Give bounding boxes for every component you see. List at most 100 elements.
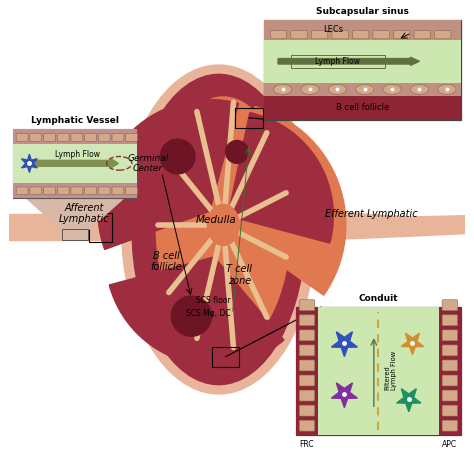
FancyBboxPatch shape bbox=[13, 129, 137, 144]
FancyBboxPatch shape bbox=[299, 420, 315, 431]
FancyBboxPatch shape bbox=[98, 134, 110, 141]
Polygon shape bbox=[331, 383, 357, 408]
FancyBboxPatch shape bbox=[16, 134, 28, 141]
FancyBboxPatch shape bbox=[299, 375, 315, 386]
FancyBboxPatch shape bbox=[435, 31, 451, 39]
Text: Afferent
Lymphatic: Afferent Lymphatic bbox=[59, 203, 109, 224]
FancyBboxPatch shape bbox=[299, 345, 315, 356]
FancyBboxPatch shape bbox=[442, 405, 457, 416]
Ellipse shape bbox=[156, 97, 291, 353]
Polygon shape bbox=[26, 197, 124, 230]
FancyBboxPatch shape bbox=[126, 134, 137, 141]
Text: SCS floor: SCS floor bbox=[196, 296, 230, 305]
FancyBboxPatch shape bbox=[71, 134, 83, 141]
Ellipse shape bbox=[301, 84, 319, 95]
FancyBboxPatch shape bbox=[13, 144, 137, 183]
Text: Filtered
Lymph Flow: Filtered Lymph Flow bbox=[384, 352, 397, 391]
Text: B cell
follicle: B cell follicle bbox=[150, 251, 182, 272]
FancyArrow shape bbox=[34, 159, 118, 168]
FancyBboxPatch shape bbox=[439, 307, 461, 435]
Polygon shape bbox=[401, 333, 424, 355]
FancyBboxPatch shape bbox=[442, 375, 457, 386]
FancyBboxPatch shape bbox=[62, 229, 88, 240]
FancyBboxPatch shape bbox=[13, 183, 137, 197]
Ellipse shape bbox=[438, 84, 456, 95]
Ellipse shape bbox=[328, 84, 346, 95]
FancyBboxPatch shape bbox=[71, 187, 83, 195]
Text: APC: APC bbox=[442, 440, 457, 449]
FancyBboxPatch shape bbox=[264, 20, 461, 40]
Ellipse shape bbox=[171, 296, 211, 336]
Text: Germinal
Center: Germinal Center bbox=[128, 154, 169, 173]
Polygon shape bbox=[331, 332, 357, 357]
Ellipse shape bbox=[122, 65, 316, 394]
Wedge shape bbox=[223, 106, 346, 295]
Wedge shape bbox=[228, 112, 333, 243]
FancyBboxPatch shape bbox=[373, 31, 389, 39]
FancyBboxPatch shape bbox=[30, 187, 42, 195]
FancyArrow shape bbox=[278, 57, 419, 65]
FancyBboxPatch shape bbox=[442, 360, 457, 371]
Text: FRC: FRC bbox=[300, 440, 314, 449]
FancyBboxPatch shape bbox=[98, 187, 110, 195]
FancyBboxPatch shape bbox=[264, 40, 461, 83]
FancyBboxPatch shape bbox=[44, 187, 55, 195]
Text: SCS Mφ, DC: SCS Mφ, DC bbox=[185, 309, 230, 319]
FancyBboxPatch shape bbox=[442, 300, 457, 311]
FancyBboxPatch shape bbox=[299, 360, 315, 371]
FancyBboxPatch shape bbox=[85, 134, 97, 141]
Text: T cell
zone: T cell zone bbox=[226, 264, 252, 286]
Polygon shape bbox=[397, 389, 421, 412]
Polygon shape bbox=[306, 213, 465, 239]
FancyBboxPatch shape bbox=[442, 420, 457, 431]
FancyBboxPatch shape bbox=[318, 307, 439, 435]
FancyBboxPatch shape bbox=[112, 187, 124, 195]
FancyBboxPatch shape bbox=[442, 345, 457, 356]
Polygon shape bbox=[21, 154, 37, 173]
FancyBboxPatch shape bbox=[57, 187, 69, 195]
FancyBboxPatch shape bbox=[126, 187, 137, 195]
FancyBboxPatch shape bbox=[442, 330, 457, 341]
Wedge shape bbox=[98, 100, 238, 249]
FancyBboxPatch shape bbox=[270, 31, 287, 39]
Ellipse shape bbox=[383, 84, 401, 95]
FancyBboxPatch shape bbox=[299, 315, 315, 326]
Ellipse shape bbox=[207, 204, 239, 246]
FancyBboxPatch shape bbox=[299, 330, 315, 341]
FancyBboxPatch shape bbox=[299, 390, 315, 401]
FancyBboxPatch shape bbox=[264, 96, 461, 120]
Text: LECs: LECs bbox=[323, 25, 343, 34]
FancyBboxPatch shape bbox=[442, 390, 457, 401]
Polygon shape bbox=[9, 214, 131, 240]
FancyBboxPatch shape bbox=[44, 134, 55, 141]
Text: Conduit: Conduit bbox=[359, 294, 398, 303]
FancyBboxPatch shape bbox=[353, 31, 369, 39]
FancyBboxPatch shape bbox=[112, 134, 124, 141]
FancyBboxPatch shape bbox=[311, 31, 328, 39]
Text: B cell follicle: B cell follicle bbox=[336, 103, 389, 112]
FancyBboxPatch shape bbox=[264, 20, 461, 120]
FancyBboxPatch shape bbox=[85, 187, 97, 195]
Text: Lymph Flow: Lymph Flow bbox=[55, 150, 100, 159]
FancyBboxPatch shape bbox=[299, 405, 315, 416]
FancyBboxPatch shape bbox=[296, 307, 461, 435]
FancyBboxPatch shape bbox=[264, 83, 461, 96]
FancyBboxPatch shape bbox=[296, 307, 318, 435]
FancyBboxPatch shape bbox=[442, 315, 457, 326]
Text: Efferent Lymphatic: Efferent Lymphatic bbox=[325, 208, 418, 218]
FancyBboxPatch shape bbox=[30, 134, 42, 141]
Ellipse shape bbox=[160, 139, 195, 174]
FancyBboxPatch shape bbox=[13, 129, 137, 197]
FancyBboxPatch shape bbox=[291, 31, 307, 39]
FancyBboxPatch shape bbox=[414, 31, 430, 39]
FancyBboxPatch shape bbox=[16, 187, 28, 195]
Ellipse shape bbox=[132, 74, 305, 385]
Text: Lymph Flow: Lymph Flow bbox=[315, 57, 360, 66]
Ellipse shape bbox=[226, 140, 248, 163]
Ellipse shape bbox=[410, 84, 428, 95]
FancyBboxPatch shape bbox=[57, 134, 69, 141]
FancyBboxPatch shape bbox=[332, 31, 348, 39]
Text: Medulla: Medulla bbox=[196, 215, 237, 225]
Wedge shape bbox=[109, 257, 284, 365]
FancyBboxPatch shape bbox=[299, 300, 315, 311]
